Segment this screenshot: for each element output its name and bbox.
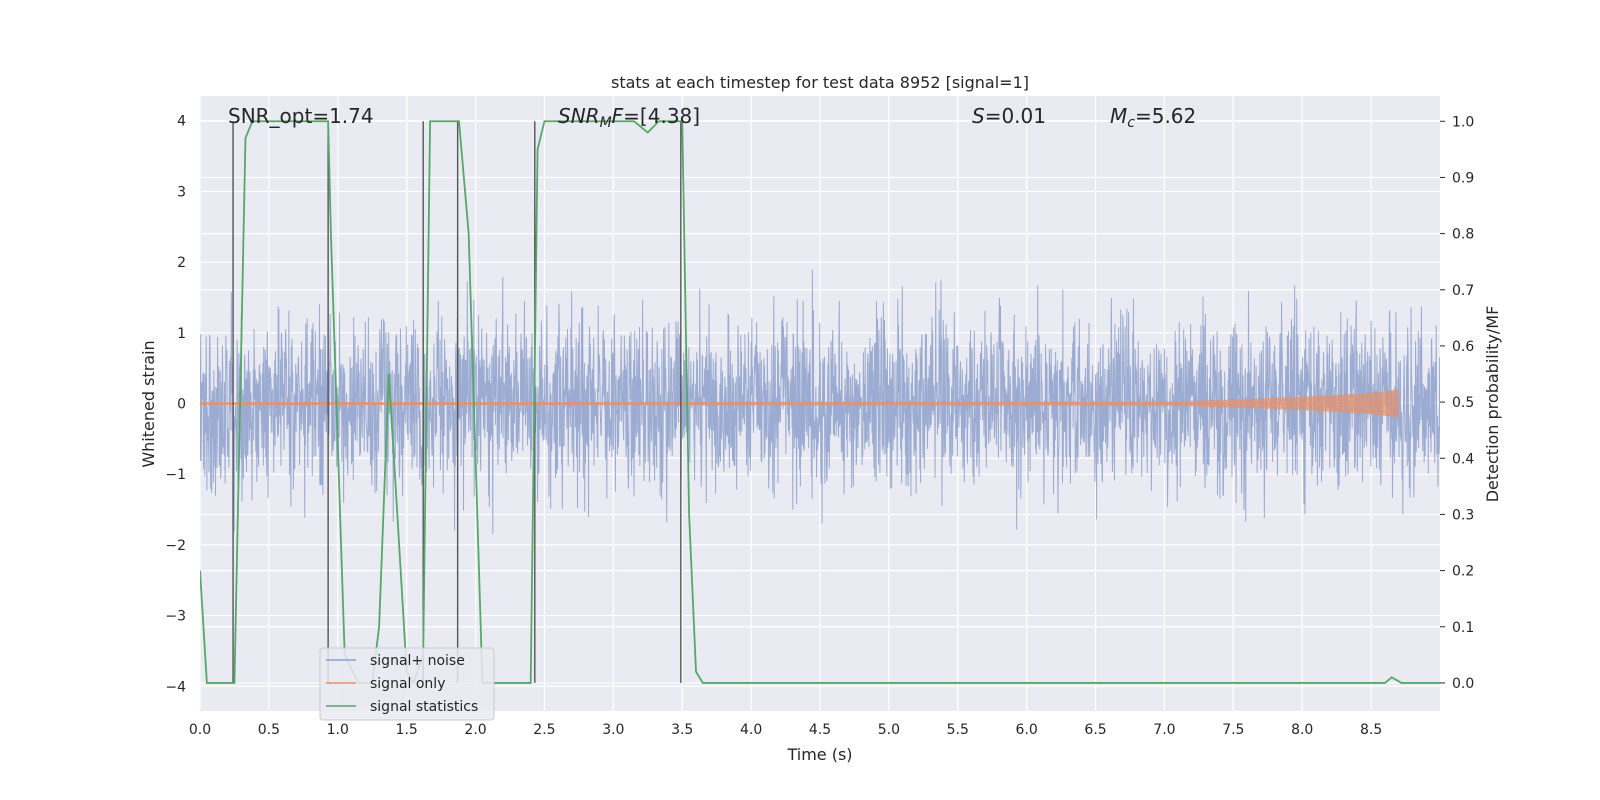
x-tick-label: 7.5 xyxy=(1222,722,1244,738)
x-tick-label: 4.5 xyxy=(809,722,831,738)
x-axis-label: Time (s) xyxy=(786,745,852,764)
x-tick-label: 8.5 xyxy=(1360,722,1382,738)
y-right-tick-label: 0.9 xyxy=(1452,170,1474,186)
x-tick-label: 2.0 xyxy=(464,722,486,738)
x-tick-label: 8.0 xyxy=(1291,722,1313,738)
y-tick-label: −1 xyxy=(165,467,186,483)
y-tick-label: 1 xyxy=(177,326,186,342)
legend-label-signal-plus-noise: signal+ noise xyxy=(370,653,465,669)
y-right-tick-label: 0.0 xyxy=(1452,676,1474,692)
annotation-snr-opt: SNR_opt=1.74 xyxy=(228,104,374,128)
x-tick-label: 0.5 xyxy=(258,722,280,738)
y-tick-label: −3 xyxy=(165,609,186,625)
x-tick-label: 2.5 xyxy=(533,722,555,738)
y-right-tick-label: 0.6 xyxy=(1452,339,1474,355)
x-tick-label: 6.5 xyxy=(1084,722,1106,738)
y-tick-label: −2 xyxy=(165,538,186,554)
y-axis-label: Whitened strain xyxy=(139,340,158,467)
y-right-tick-label: 0.4 xyxy=(1452,451,1474,467)
annotation-snr-mf: SNRMF=[4.38] xyxy=(558,104,700,131)
y-tick-label: 2 xyxy=(177,255,186,271)
x-axis-ticks: 0.0 0.5 1.0 1.5 2.0 2.5 3.0 3.5 4.0 4.5 5.0 5.5 6.0 6… xyxy=(189,722,1382,738)
legend-label-signal-statistics: signal statistics xyxy=(370,699,478,715)
y-tick-label: 0 xyxy=(177,397,186,413)
chart-title: stats at each timestep for test data 895… xyxy=(611,73,1029,92)
x-tick-label: 5.5 xyxy=(947,722,969,738)
y-right-tick-label: 0.3 xyxy=(1452,507,1474,523)
x-tick-label: 3.0 xyxy=(602,722,624,738)
x-tick-label: 7.0 xyxy=(1153,722,1175,738)
legend-box xyxy=(319,647,495,721)
y-right-axis-ticks: 1.0 0.9 0.8 0.7 0.6 0.5 0.4 0.3 0.2 0.1 0.0 xyxy=(1440,114,1474,692)
y-right-tick-label: 0.2 xyxy=(1452,564,1474,580)
x-tick-label: 1.0 xyxy=(327,722,349,738)
x-tick-label: 0.0 xyxy=(189,722,211,738)
y-tick-label: 4 xyxy=(177,114,186,130)
y-axis-ticks: 4 3 2 1 0 −1 −2 −3 −4 xyxy=(165,114,186,696)
y-right-tick-label: 0.8 xyxy=(1452,227,1474,243)
y-right-tick-label: 0.1 xyxy=(1452,620,1474,636)
y-tick-label: −4 xyxy=(165,679,186,695)
legend-label-signal-only: signal only xyxy=(370,676,445,692)
legend: signal+ noise signal only signal statist… xyxy=(319,647,495,721)
x-tick-label: 5.0 xyxy=(878,722,900,738)
x-tick-label: 6.0 xyxy=(1016,722,1038,738)
y-right-axis-label: Detection probability/MF xyxy=(1483,306,1502,503)
x-tick-label: 1.5 xyxy=(396,722,418,738)
x-tick-label: 3.5 xyxy=(671,722,693,738)
x-tick-label: 4.0 xyxy=(740,722,762,738)
annotation-mc: Mc=5.62 xyxy=(1110,104,1196,131)
annotation-s: S=0.01 xyxy=(972,104,1046,128)
y-right-tick-label: 1.0 xyxy=(1452,114,1474,130)
y-tick-label: 3 xyxy=(177,184,186,200)
y-right-tick-label: 0.5 xyxy=(1452,395,1474,411)
series-signal-statistics xyxy=(200,120,1440,686)
y-right-tick-label: 0.7 xyxy=(1452,283,1474,299)
